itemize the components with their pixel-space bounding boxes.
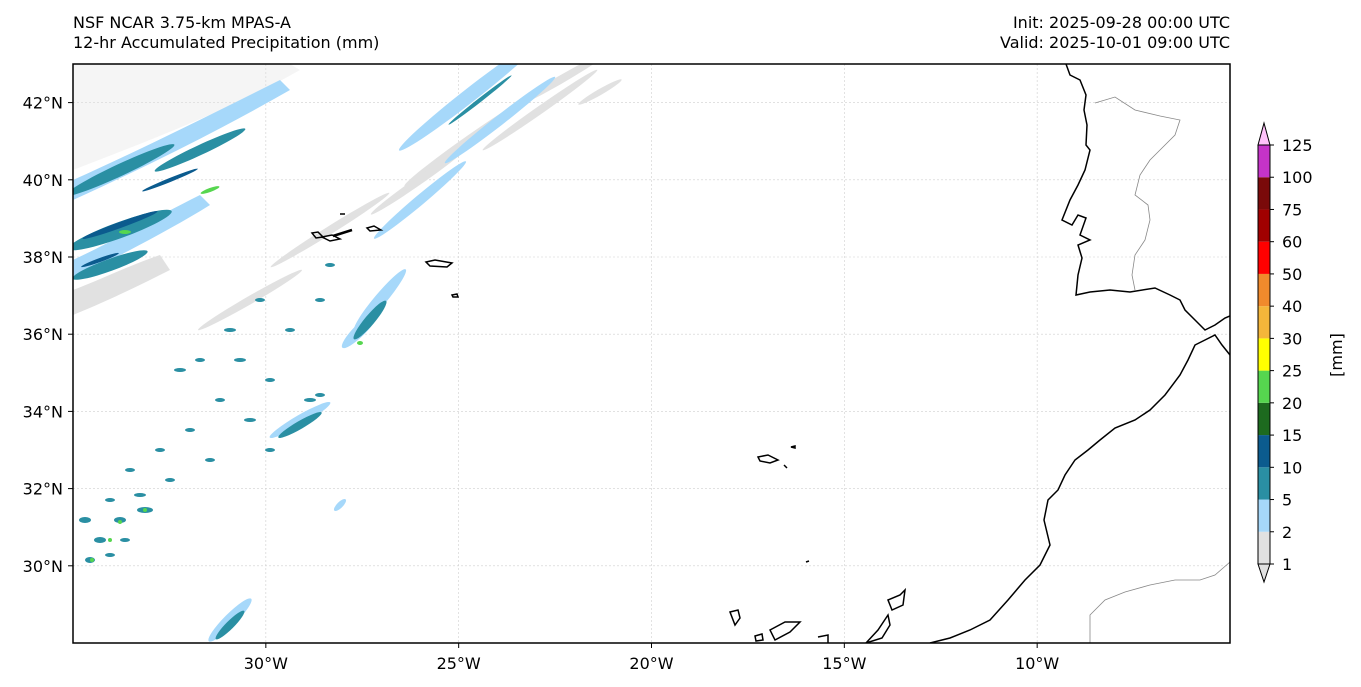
colorbar-segment <box>1258 209 1270 242</box>
borders <box>1089 96 1230 643</box>
colorbar-tick-label: 50 <box>1282 265 1302 284</box>
africa-coast <box>929 334 1230 643</box>
colorbar-tick-label: 15 <box>1282 426 1302 445</box>
colorbar-segment <box>1258 467 1270 500</box>
title-left: NSF NCAR 3.75-km MPAS-A 12-hr Accumulate… <box>73 13 379 53</box>
colorbar-tick-label: 5 <box>1282 491 1292 510</box>
lat-tick-label: 30°N <box>23 557 63 576</box>
colorbar-segment <box>1258 402 1270 436</box>
desertas-island <box>783 464 788 469</box>
title-right: Init: 2025-09-28 00:00 UTC Valid: 2025-1… <box>1000 13 1230 53</box>
colorbar-segment <box>1258 499 1270 532</box>
colorbar-segment <box>1258 370 1270 403</box>
latitude-axis: 42°N 40°N 38°N 36°N 34°N 32°N 30°N <box>23 94 73 576</box>
iberia-coast <box>1061 64 1230 331</box>
lon-tick-label: 20°W <box>629 654 673 673</box>
colorbar-segment <box>1258 435 1270 468</box>
model-title: NSF NCAR 3.75-km MPAS-A <box>73 13 291 32</box>
madeira-island <box>756 454 780 464</box>
coastlines <box>310 64 1230 643</box>
azores-island-7 <box>450 293 460 298</box>
colorbar-label: [mm] <box>1327 333 1346 377</box>
lon-tick-label: 30°W <box>244 654 288 673</box>
longitude-axis: 30°W 25°W 20°W 15°W 10°W <box>244 643 1059 673</box>
lon-tick-label: 25°W <box>437 654 481 673</box>
morocco-algeria-border <box>1089 561 1230 643</box>
canary-island-5 <box>864 613 891 643</box>
portugal-spain-border <box>1094 96 1181 291</box>
savage-island <box>805 560 810 563</box>
precip-25mm <box>119 186 363 345</box>
valid-time: Valid: 2025-10-01 09:00 UTC <box>999 33 1230 52</box>
canary-island-6 <box>887 587 907 612</box>
colorbar-tick-label: 2 <box>1282 523 1292 542</box>
colorbar-tick-label: 1 <box>1282 555 1292 574</box>
canary-island-3 <box>769 621 802 642</box>
azores-island-5 <box>365 225 384 232</box>
precip-5mm <box>73 75 512 640</box>
gridlines <box>73 64 1230 643</box>
colorbar-tick-label: 75 <box>1282 200 1302 219</box>
colorbar-tick-label: 20 <box>1282 394 1302 413</box>
canary-island-1 <box>728 609 741 627</box>
colorbar-tick-label: 100 <box>1282 168 1313 187</box>
colorbar-segment <box>1258 273 1270 307</box>
precipitation-field <box>73 64 622 642</box>
lon-tick-label: 10°W <box>1015 654 1059 673</box>
porto-santo-island <box>790 445 796 449</box>
colorbar-tick-label: 60 <box>1282 233 1302 252</box>
azores-island-6 <box>424 259 454 268</box>
colorbar-segment <box>1258 145 1270 178</box>
azores-island-3 <box>332 228 353 238</box>
colorbar-segment <box>1258 241 1270 274</box>
lon-tick-label: 15°W <box>822 654 866 673</box>
colorbar-segment <box>1258 531 1270 564</box>
precip-scatter-high <box>90 508 147 562</box>
canary-island-2 <box>754 633 764 642</box>
lat-tick-label: 34°N <box>23 402 63 421</box>
colorbar-segment <box>1258 177 1270 210</box>
lat-tick-label: 40°N <box>23 171 63 190</box>
colorbar-segment <box>1258 338 1270 371</box>
colorbar-segment <box>1258 306 1270 339</box>
colorbar-tick-label: 25 <box>1282 362 1302 381</box>
colorbar-extend-low <box>1257 563 1271 584</box>
field-title: 12-hr Accumulated Precipitation (mm) <box>73 33 380 52</box>
colorbar-frame <box>1257 144 1271 565</box>
lat-tick-label: 38°N <box>23 248 63 267</box>
lat-tick-label: 42°N <box>23 94 63 113</box>
colorbar-tick-label: 10 <box>1282 458 1302 477</box>
azores-island-2 <box>319 234 343 242</box>
canary-island-4 <box>817 634 829 643</box>
precip-10mm <box>81 168 198 268</box>
colorbar-tick-label: 30 <box>1282 329 1302 348</box>
init-time: Init: 2025-09-28 00:00 UTC <box>1012 13 1230 32</box>
colorbar-tick-label: 125 <box>1282 136 1313 155</box>
colorbar-tick-label: 40 <box>1282 297 1302 316</box>
colorbar-extend-high <box>1257 121 1271 146</box>
precip-scatter <box>79 263 335 563</box>
lat-tick-label: 36°N <box>23 325 63 344</box>
lat-tick-label: 32°N <box>23 480 63 499</box>
